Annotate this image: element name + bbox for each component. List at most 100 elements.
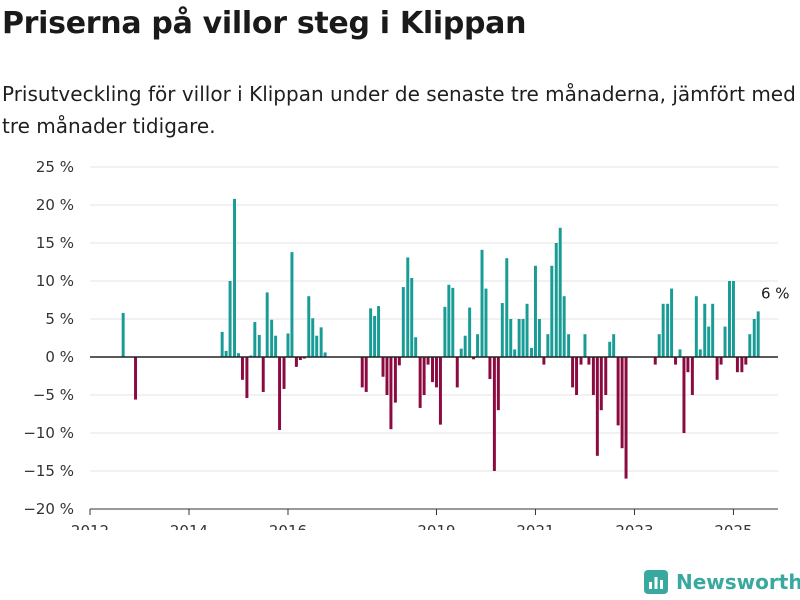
bar-negative — [422, 357, 426, 395]
y-tick-label: 20 % — [36, 196, 74, 214]
x-tick-label: 2025 — [714, 522, 752, 530]
bar-negative — [587, 357, 591, 365]
y-tick-label: 5 % — [45, 310, 74, 328]
bar-positive — [319, 327, 323, 357]
bar-positive — [323, 352, 327, 357]
bar-negative — [381, 357, 385, 377]
bar-positive — [286, 333, 290, 357]
bar-positive — [410, 277, 414, 357]
bar-positive — [521, 319, 525, 357]
bar-negative — [719, 357, 723, 365]
brand-name: Newsworthy — [676, 570, 800, 594]
bar-negative — [278, 357, 282, 430]
bar-positive — [583, 334, 587, 357]
bar-positive — [265, 292, 269, 357]
bar-positive — [476, 334, 480, 357]
bar-negative — [591, 357, 595, 395]
bar-positive — [731, 281, 735, 357]
bar-positive — [657, 334, 661, 357]
bar-negative — [542, 357, 546, 365]
bar-positive — [513, 349, 517, 357]
bar-positive — [567, 334, 571, 357]
latest-value-label: 6 % — [761, 284, 790, 302]
bar-negative — [389, 357, 393, 430]
bar-positive — [711, 303, 715, 357]
bar-positive — [484, 288, 488, 357]
bar-negative — [616, 357, 620, 426]
x-tick-label: 2016 — [269, 522, 307, 530]
y-tick-label: −5 % — [33, 386, 74, 404]
bar-positive — [756, 311, 760, 357]
bar-positive — [274, 335, 278, 357]
bar-positive — [748, 334, 752, 357]
bar-positive — [257, 334, 261, 357]
bar-negative — [620, 357, 624, 449]
bar-negative — [240, 357, 244, 380]
bar-negative — [364, 357, 368, 392]
bar-negative — [740, 357, 744, 373]
bar-negative — [744, 357, 748, 365]
bar-positive — [530, 347, 533, 357]
bar-positive — [406, 257, 410, 357]
bar-negative — [426, 357, 430, 365]
bar-positive — [121, 312, 125, 357]
bar-negative — [261, 357, 265, 392]
x-tick-label: 2012 — [71, 522, 109, 530]
bar-negative — [599, 357, 603, 411]
bar-positive — [414, 337, 418, 357]
bar-negative — [397, 357, 401, 366]
bar-positive — [546, 334, 550, 357]
bar-positive — [752, 319, 756, 357]
newsworthy-logo: Newsworthy — [644, 570, 800, 594]
bar-negative — [686, 357, 690, 373]
x-tick-label: 2019 — [417, 522, 455, 530]
bar-negative — [488, 357, 492, 380]
y-tick-label: −20 % — [23, 500, 74, 518]
bar-negative — [245, 357, 249, 399]
bar-positive — [666, 303, 670, 357]
bar-positive — [220, 331, 224, 357]
bar-positive — [253, 322, 257, 357]
y-tick-label: −10 % — [23, 424, 74, 442]
bar-negative — [575, 357, 579, 395]
y-tick-label: 10 % — [36, 272, 74, 290]
bar-positive — [468, 307, 472, 357]
bar-positive — [369, 308, 373, 357]
bar-negative — [595, 357, 599, 456]
bar-positive — [694, 296, 698, 357]
bar-negative — [393, 357, 397, 403]
bar-positive — [703, 303, 707, 357]
bar-positive — [443, 306, 447, 357]
bar-positive — [401, 287, 405, 357]
bar-positive — [451, 287, 455, 357]
bar-positive — [237, 353, 240, 357]
price-change-bar-chart: −20 % −15 % −10 % −5 % 0 % 5 % 10 % 15 % 20 % 25 … — [23, 158, 790, 530]
bar-negative — [653, 357, 657, 365]
bar-positive — [509, 319, 513, 357]
y-tick-label: 15 % — [36, 234, 74, 252]
bar-positive — [377, 306, 381, 357]
bar-positive — [728, 281, 731, 357]
page-subtitle: Prisutveckling för villor i Klippan unde… — [2, 82, 796, 138]
bar-negative — [674, 357, 678, 365]
bar-negative — [682, 357, 686, 433]
bar-positive — [373, 315, 377, 357]
bar-positive — [707, 326, 711, 357]
bar-negative — [438, 357, 442, 425]
bar-positive — [608, 341, 612, 357]
bar-negative — [418, 357, 422, 408]
y-tick-label: 0 % — [45, 348, 74, 366]
bar-negative — [571, 357, 575, 388]
bar-positive — [480, 249, 484, 357]
bar-positive — [562, 296, 566, 357]
bar-positive — [678, 349, 682, 357]
bar-positive — [290, 252, 294, 357]
bar-positive — [307, 296, 311, 357]
bar-negative — [294, 357, 298, 367]
x-tick-label: 2014 — [170, 522, 208, 530]
bar-positive — [554, 243, 558, 357]
bar-negative — [492, 357, 496, 471]
bar-positive — [723, 326, 727, 357]
y-tick-label: −15 % — [23, 462, 74, 480]
bar-positive — [533, 265, 537, 357]
